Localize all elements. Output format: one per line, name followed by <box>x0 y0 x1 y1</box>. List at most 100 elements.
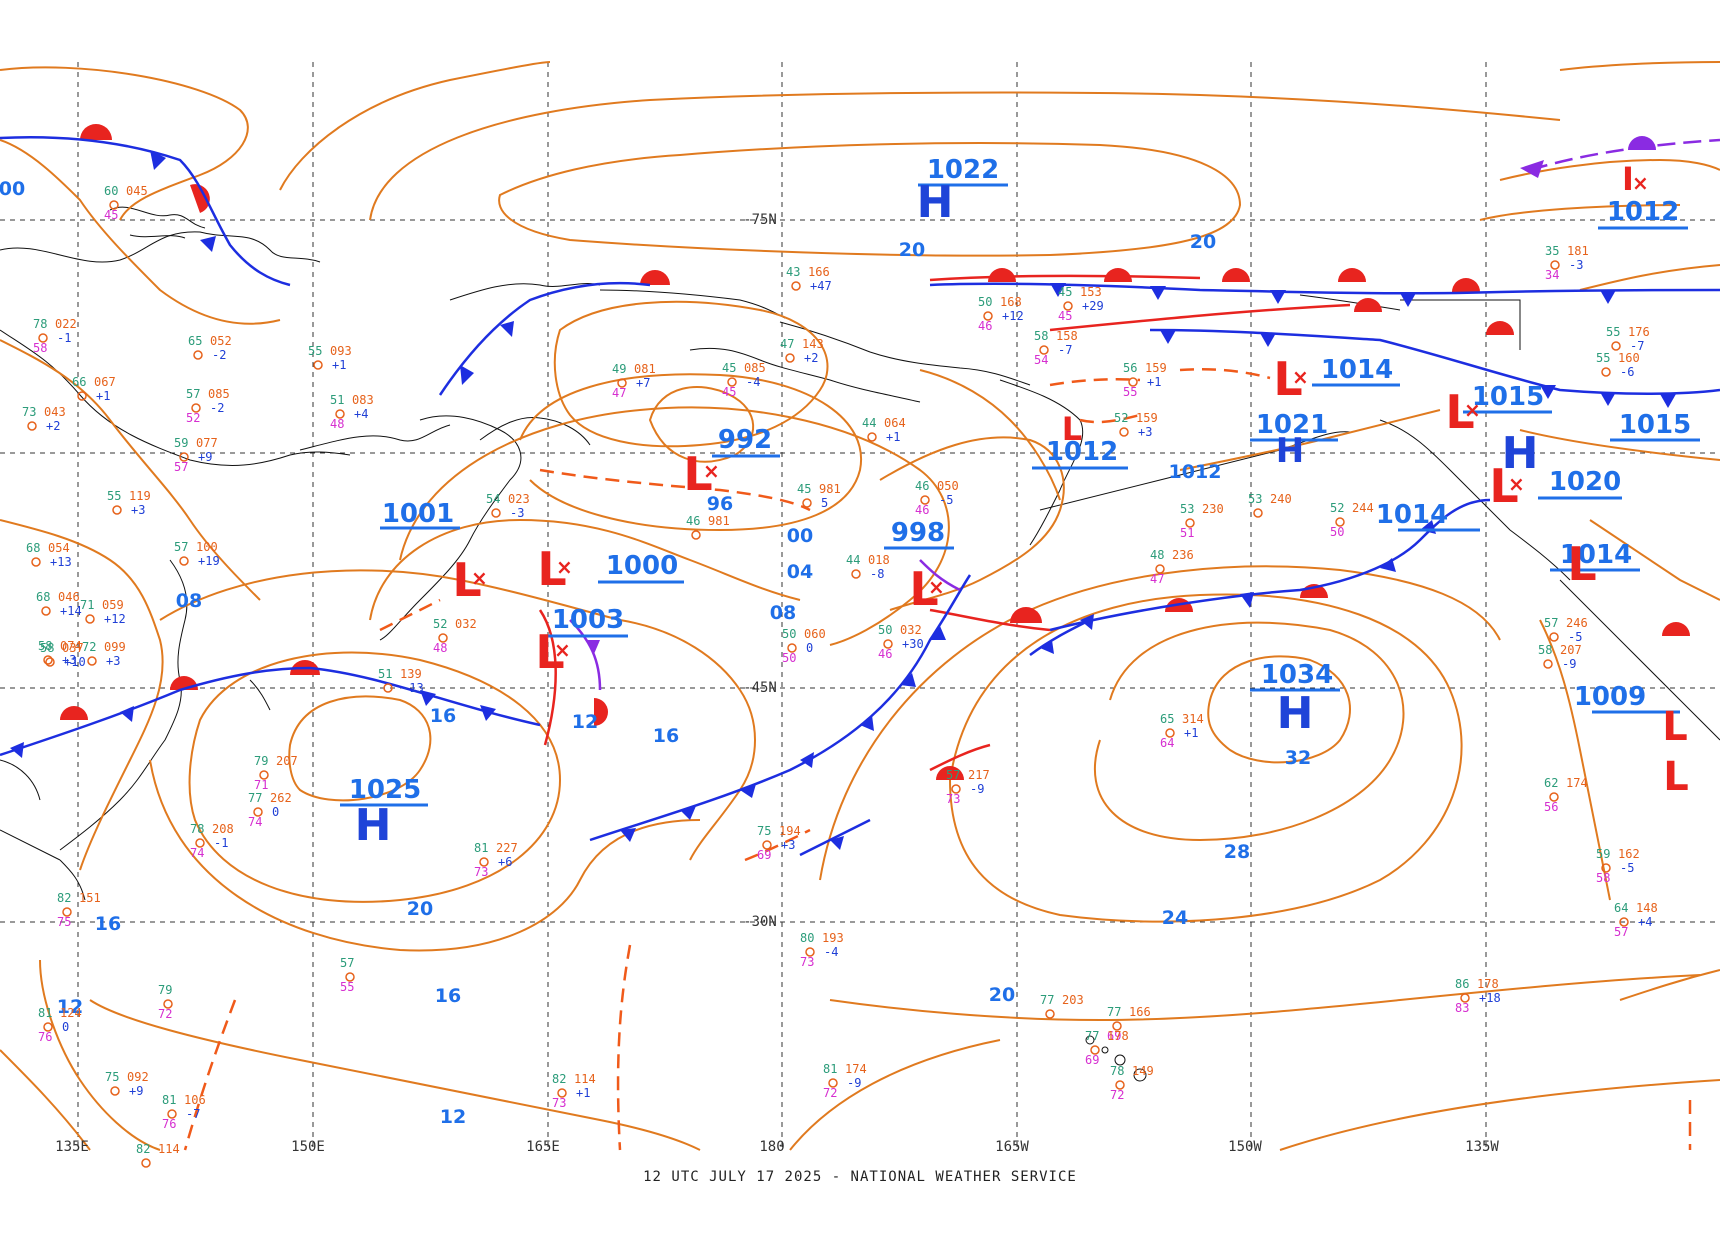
station-dewpoint: 50 <box>782 651 796 665</box>
lon-label: 150W <box>1228 1139 1262 1155</box>
station-plot: 77 262 74 0 <box>248 791 292 829</box>
station-temperature: 65 <box>188 334 202 348</box>
low-center: 1001 L × <box>380 499 488 607</box>
station-temperature: 58 <box>38 639 52 653</box>
station-plot: 57 100+19 <box>174 540 220 568</box>
low-center: 998 L × <box>884 518 954 616</box>
isobar-label: 16 <box>653 725 679 747</box>
station-pressure: 166 <box>808 265 830 279</box>
station-tendency: +12 <box>1002 309 1024 323</box>
station-temperature: 58 <box>1538 643 1552 657</box>
station-plot: 52 244 50 <box>1330 501 1374 539</box>
station-plot: 55 093+1 <box>308 344 352 372</box>
station-temperature: 58 <box>40 641 54 655</box>
station-temperature: 81 <box>823 1062 837 1076</box>
station-dewpoint: 72 <box>823 1086 837 1100</box>
station-marker <box>1253 508 1263 518</box>
station-pressure: 046 <box>58 590 80 604</box>
station-temperature: 57 <box>186 387 200 401</box>
low-pressure-value: 1014 <box>1376 500 1448 530</box>
isobar-label: 04 <box>787 561 813 583</box>
station-tendency: -2 <box>212 348 226 362</box>
station-marker <box>691 530 701 540</box>
station-pressure: 100 <box>196 540 218 554</box>
station-pressure: 059 <box>102 598 124 612</box>
station-pressure: 124 <box>60 1006 82 1020</box>
station-temperature: 60 <box>104 184 118 198</box>
station-tendency: +9 <box>129 1084 143 1098</box>
station-marker <box>62 907 72 917</box>
station-pressure: 178 <box>1107 1029 1129 1043</box>
station-marker <box>195 838 205 848</box>
svg-text:L: L <box>452 553 481 607</box>
isobar-label: 16 <box>95 913 121 935</box>
station-pressure: 067 <box>94 375 116 389</box>
station-marker <box>1601 367 1611 377</box>
station-dewpoint: 69 <box>1085 1053 1099 1067</box>
station-pressure: 153 <box>1080 285 1102 299</box>
station-marker <box>31 557 41 567</box>
station-marker <box>1335 517 1345 527</box>
low-pressure-value: 998 <box>891 518 945 548</box>
station-plot: 45 153 45 +29 <box>1058 285 1104 323</box>
station-dewpoint: 58 <box>33 341 47 355</box>
station-plot: 55 119+3 <box>107 489 151 517</box>
station-plot: 68 046+14 <box>36 590 82 618</box>
station-marker <box>259 770 269 780</box>
high-center: 1025 H <box>340 775 428 851</box>
station-tendency: 0 <box>806 641 813 655</box>
station-pressure: 236 <box>1172 548 1194 562</box>
station-plot: 49 081 47 +7 <box>612 362 656 400</box>
station-plot: 81 227 73 +6 <box>474 841 518 879</box>
station-tendency: +3 <box>106 654 120 668</box>
station-temperature: 81 <box>162 1093 176 1107</box>
station-temperature: 45 <box>797 482 811 496</box>
station-marker <box>1045 1009 1055 1019</box>
station-plot: 77 203 <box>1040 993 1084 1019</box>
station-plot: 59 077 57 +9 <box>174 436 218 474</box>
station-plot: 80 193 73 -4 <box>800 931 844 969</box>
station-tendency: +2 <box>804 351 818 365</box>
station-plot: 72 099+3 <box>82 640 126 668</box>
station-pressure: 151 <box>79 891 101 905</box>
station-dewpoint: 54 <box>1034 353 1048 367</box>
station-temperature: 44 <box>862 416 876 430</box>
station-dewpoint: 46 <box>978 319 992 333</box>
station-marker <box>762 840 772 850</box>
high-pressure-value: 1034 <box>1261 660 1333 690</box>
svg-text:L: L <box>537 542 566 596</box>
station-tendency: +7 <box>636 376 650 390</box>
lon-label: 165W <box>995 1139 1029 1155</box>
station-pressure: 208 <box>212 822 234 836</box>
station-pressure: 160 <box>1618 351 1640 365</box>
station-marker <box>191 403 201 413</box>
station-plot: 71 059+12 <box>80 598 126 626</box>
station-pressure: 178 <box>1477 977 1499 991</box>
high-center: 1034 H <box>1250 660 1340 739</box>
station-pressure: 054 <box>48 541 70 555</box>
station-tendency: +30 <box>902 637 924 651</box>
station-tendency: +2 <box>46 419 60 433</box>
station-pressure: 148 <box>1636 901 1658 915</box>
station-temperature: 86 <box>1455 977 1469 991</box>
station-pressure: 174 <box>845 1062 867 1076</box>
svg-text:×: × <box>1508 472 1525 496</box>
svg-text:L: L <box>683 447 712 501</box>
station-temperature: 50 <box>878 623 892 637</box>
station-dewpoint: 45 <box>1058 309 1072 323</box>
station-pressure: 037 <box>62 641 84 655</box>
svg-text:H: H <box>1276 431 1304 471</box>
station-pressure: 119 <box>129 489 151 503</box>
station-plot: 77 166 69 <box>1107 1005 1151 1043</box>
station-marker <box>345 972 355 982</box>
station-plot: 50 168 46 +12 <box>978 295 1024 333</box>
station-tendency: -3 <box>510 506 524 520</box>
station-pressure: 032 <box>455 617 477 631</box>
station-marker <box>253 807 263 817</box>
station-tendency: +12 <box>104 612 126 626</box>
station-dewpoint: 73 <box>800 955 814 969</box>
station-marker <box>179 452 189 462</box>
station-temperature: 75 <box>757 824 771 838</box>
low-pressure-value: 1014 <box>1560 540 1632 570</box>
isobar-label: 12 <box>440 1106 466 1128</box>
